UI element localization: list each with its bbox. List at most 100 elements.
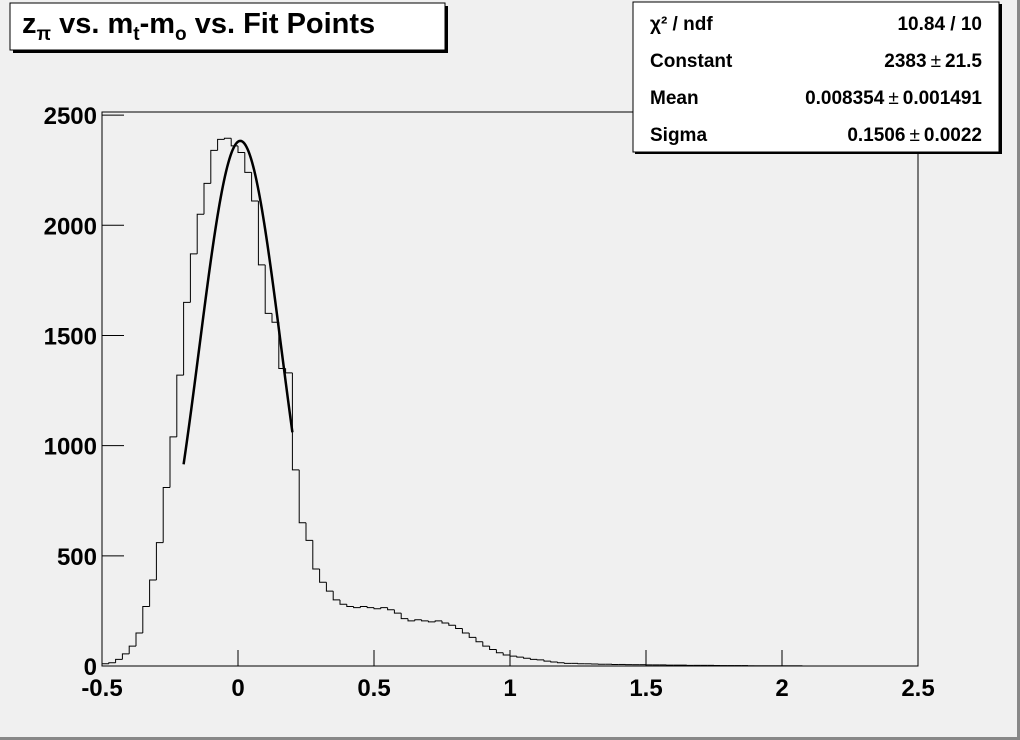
histogram-bin (210, 149, 218, 184)
stat-value: 0.008354 ±0.001491 (805, 88, 982, 109)
histogram-bin (271, 313, 279, 323)
histogram-bin (312, 540, 320, 570)
histogram-bin (176, 374, 184, 437)
stat-label: Constant (650, 51, 733, 72)
title-part: vs. Fit Points (187, 8, 376, 40)
title-part: t (133, 24, 140, 45)
histogram-bin (264, 264, 272, 314)
y-tick-label: 1500 (44, 323, 97, 350)
histogram-bin (359, 606, 368, 608)
x-tick-label: 2 (775, 675, 788, 702)
histogram-bin (509, 654, 517, 657)
stat-error: 0.0022 (924, 125, 982, 146)
histogram-bin (353, 606, 361, 609)
stats-box (632, 1, 1002, 154)
histogram-bin (108, 662, 116, 664)
histogram-bin (251, 172, 259, 202)
histogram-bin (237, 145, 245, 154)
histogram-bin (291, 372, 300, 471)
histogram-bin (380, 607, 388, 609)
histogram-bin (183, 301, 191, 376)
histogram-bin (223, 137, 232, 140)
histogram-bin (400, 613, 408, 620)
histogram-bin (543, 659, 551, 662)
histogram-bin (135, 632, 143, 647)
stat-value: 10.84 / 10 (897, 14, 982, 35)
histogram-bin (441, 620, 449, 624)
histogram-bin (421, 619, 429, 622)
histogram-bin (387, 607, 395, 611)
histogram-bin (155, 542, 164, 581)
x-tick-label: 2.5 (901, 675, 934, 702)
histogram-bin (128, 645, 136, 654)
y-tick-label: 1000 (44, 434, 97, 461)
stat-error: 21.5 (945, 51, 982, 72)
histogram-bin (495, 649, 504, 654)
histogram-bin (366, 606, 374, 609)
y-tick-label: 500 (57, 544, 97, 571)
x-tick-label: 1 (503, 675, 516, 702)
canvas-edge (0, 737, 1020, 740)
chart-title: zπ vs. mt-mo vs. Fit Points (22, 8, 375, 45)
histogram-bin (502, 652, 510, 656)
histogram-bin (203, 182, 211, 215)
histogram-bin (373, 607, 381, 610)
y-tick-label: 2500 (44, 103, 97, 130)
stat-value: 2383 ±21.5 (884, 51, 982, 72)
x-tick-label: 0 (231, 675, 244, 702)
canvas-edge (1017, 0, 1020, 740)
stat-pm: ± (931, 51, 941, 72)
fit-curve (182, 139, 294, 465)
histogram-bin (516, 656, 524, 658)
stat-pm: ± (888, 88, 898, 109)
histogram-bin (305, 522, 313, 541)
plot-frame (101, 111, 919, 667)
x-tick-label: 1.5 (629, 675, 662, 702)
histogram-bin (149, 579, 157, 607)
histogram-bin (489, 646, 497, 650)
y-tick-label: 2000 (44, 213, 97, 240)
histogram-bin (550, 661, 558, 663)
stat-label: Mean (650, 88, 699, 109)
histogram-bin (468, 632, 476, 638)
histogram-bin (339, 599, 347, 605)
stat-error: 0.001491 (903, 88, 983, 109)
histogram-bin (332, 591, 340, 601)
histogram-bin (557, 662, 565, 664)
histogram-bin (475, 637, 483, 643)
histogram-bin (196, 213, 204, 254)
title-part: o (175, 24, 187, 45)
histogram-bin (217, 138, 225, 151)
histogram-bin (121, 653, 130, 660)
histogram-bin (529, 658, 538, 660)
title-frame (9, 2, 446, 51)
histogram-bin (563, 662, 572, 664)
histogram-bin (523, 657, 531, 659)
histogram-bin (427, 620, 436, 623)
histogram-bin (298, 469, 306, 524)
title-part: -m (140, 8, 175, 40)
histogram-bin (482, 641, 490, 647)
histogram-bin (434, 620, 442, 622)
histogram-bin (455, 625, 463, 630)
stat-value: 0.1506 ±0.0022 (847, 125, 982, 146)
histogram-bin (414, 619, 422, 621)
stat-pm: ± (909, 125, 919, 146)
title-part: z (22, 8, 37, 40)
stat-label: Sigma (650, 125, 707, 146)
stat-value-number: 2383 (884, 51, 926, 72)
histogram-bin (448, 623, 456, 626)
histogram-bin (407, 618, 415, 622)
stat-value-number: 0.008354 (805, 88, 885, 109)
title-part: vs. m (51, 8, 133, 40)
histogram-bin (115, 658, 123, 663)
histogram-bin (169, 436, 177, 488)
histogram-bin (101, 663, 109, 666)
stat-value-number: 10.84 / 10 (897, 14, 982, 35)
x-tick-label: -0.5 (81, 675, 122, 702)
histogram-bin (142, 606, 150, 633)
y-tick-label: 0 (84, 654, 97, 681)
histogram-bin (244, 152, 252, 173)
histogram-bin (461, 628, 470, 634)
